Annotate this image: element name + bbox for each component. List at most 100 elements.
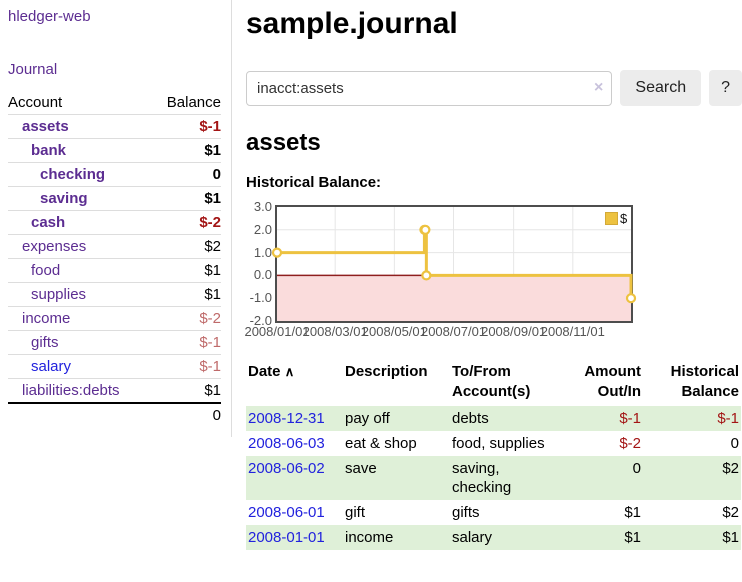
accounts-total-row: 0: [8, 403, 221, 427]
transaction-amount: $1: [560, 525, 643, 550]
search-form: × Search ?: [246, 70, 742, 106]
search-button[interactable]: Search: [620, 70, 702, 106]
account-row: gifts $-1: [8, 330, 221, 355]
sort-ascending-icon: ∧: [284, 364, 295, 379]
transaction-accounts: gifts: [452, 504, 480, 521]
account-row: assets $-1: [8, 114, 221, 139]
transaction-date-link[interactable]: 2008-12-31: [248, 410, 325, 427]
y-axis-tick-label: -1.0: [249, 290, 272, 306]
account-row: income $-2: [8, 306, 221, 331]
register-row: 2008-06-02 save saving, checking 0 $2: [246, 456, 741, 500]
transaction-date-link[interactable]: 2008-06-01: [248, 504, 325, 521]
account-row: liabilities:debts $1: [8, 378, 221, 404]
balance-chart[interactable]: 3.0 2.0 1.0 0.0 -1.0 -2.0 $ 2008/01/01 2008/03…: [244, 199, 742, 340]
account-link-assets[interactable]: assets: [22, 118, 69, 135]
transaction-amount: $-2: [619, 435, 641, 452]
account-link-food[interactable]: food: [31, 262, 61, 279]
chart-plot-area[interactable]: [271, 205, 637, 323]
account-link-gifts[interactable]: gifts: [31, 334, 59, 351]
account-row: saving $1: [8, 186, 221, 211]
register-header-date[interactable]: Date ∧: [248, 363, 295, 380]
transaction-date-link[interactable]: 2008-06-02: [248, 460, 325, 477]
account-heading: assets: [246, 129, 321, 156]
account-balance: $-2: [151, 306, 221, 331]
transaction-description: eat & shop: [345, 435, 417, 452]
account-balance: $2: [151, 234, 221, 259]
register-header-description: Description: [345, 363, 428, 380]
accounts-total-value: 0: [212, 407, 221, 424]
account-link-supplies[interactable]: supplies: [31, 286, 87, 303]
transaction-accounts: debts: [450, 406, 560, 431]
transaction-balance: $-1: [643, 406, 741, 431]
sidebar: hledger-web Journal Account Balance asse…: [0, 0, 232, 437]
chart-x-axis: 2008/01/01 2008/03/01 2008/05/01 2008/07/01…: [244, 324, 742, 340]
clear-search-icon[interactable]: ×: [594, 78, 604, 96]
transaction-balance: $1: [643, 525, 741, 550]
x-axis-tick-label: 2008/05/01: [361, 324, 427, 339]
account-balance: $1: [151, 282, 221, 307]
account-link-cash[interactable]: cash: [31, 214, 66, 231]
transaction-balance: 0: [730, 435, 739, 452]
account-link-checking[interactable]: checking: [40, 166, 106, 183]
transaction-date-link[interactable]: 2008-06-03: [248, 435, 325, 452]
account-balance: $-1: [151, 330, 221, 355]
account-balance: $-2: [151, 210, 221, 235]
account-balance: $1: [151, 186, 221, 211]
x-axis-tick-label: 2008/01/01: [244, 324, 310, 339]
x-axis-tick-label: 2008/09/01: [481, 324, 547, 339]
transaction-amount: $1: [624, 504, 641, 521]
x-axis-tick-label: 2008/03/01: [302, 324, 368, 339]
y-axis-tick-label: -2.0: [249, 313, 272, 328]
search-input[interactable]: [246, 70, 613, 106]
transaction-date-link[interactable]: 2008-01-01: [248, 529, 325, 546]
register-header-amount: Amount Out/In: [584, 363, 641, 400]
account-row: bank $1: [8, 138, 221, 163]
register-header-row: Date ∧ Description To/From Account(s) Am…: [246, 360, 741, 406]
transaction-description: save: [343, 456, 450, 500]
register-row: 2008-06-01 gift gifts $1 $2: [246, 500, 741, 525]
accounts-header-account: Account: [8, 91, 152, 115]
account-link-bank[interactable]: bank: [31, 142, 67, 159]
register-row: 2008-12-31 pay off debts $-1 $-1: [246, 406, 741, 431]
transaction-accounts: salary: [450, 525, 560, 550]
y-axis-tick-label: 3.0: [253, 199, 272, 214]
chart-legend: $: [603, 210, 630, 227]
register-header-accounts: To/From Account(s): [452, 363, 531, 400]
account-link-saving[interactable]: saving: [40, 190, 88, 207]
y-axis-tick-label: 1.0: [253, 244, 272, 260]
account-row: supplies $1: [8, 282, 221, 307]
legend-label: $: [620, 211, 628, 226]
account-row: expenses $2: [8, 234, 221, 259]
register-header-balance: Historical Balance: [670, 363, 739, 400]
account-link-salary[interactable]: salary: [31, 358, 72, 375]
x-axis-tick-label: 2008/07/01: [420, 324, 487, 339]
account-balance: 0: [151, 162, 221, 187]
register-row: 2008-06-03 eat & shop food, supplies $-2…: [246, 431, 741, 456]
nav-journal-link[interactable]: Journal: [8, 61, 58, 78]
transaction-description: pay off: [343, 406, 450, 431]
chart-title: Historical Balance:: [246, 174, 382, 191]
account-row: checking 0: [8, 162, 221, 187]
register-row: 2008-01-01 income salary $1 $1: [246, 525, 741, 550]
transaction-description: gift: [345, 504, 366, 521]
account-balance: $-1: [151, 354, 221, 379]
legend-swatch-icon: [605, 212, 618, 225]
help-button[interactable]: ?: [709, 70, 742, 106]
transaction-description: income: [343, 525, 450, 550]
accounts-header-row: Account Balance: [8, 91, 221, 115]
account-link-expenses[interactable]: expenses: [22, 238, 87, 255]
account-balance: $-1: [151, 114, 221, 139]
main-content: sample.journal × Search ? assets Histori…: [232, 0, 742, 582]
app-title-link[interactable]: hledger-web: [8, 8, 91, 25]
account-balance: $1: [151, 378, 221, 404]
transaction-amount: 0: [560, 456, 643, 500]
y-axis-tick-label: 0.0: [253, 267, 272, 283]
account-link-liabilities-debts[interactable]: liabilities:debts: [22, 382, 120, 399]
accounts-header-balance: Balance: [151, 91, 221, 115]
transaction-balance: $2: [722, 504, 739, 521]
account-link-income[interactable]: income: [22, 310, 71, 327]
account-balance: $1: [151, 138, 221, 163]
account-row: food $1: [8, 258, 221, 283]
accounts-table: Account Balance assets $-1 bank $1 check…: [8, 91, 221, 427]
